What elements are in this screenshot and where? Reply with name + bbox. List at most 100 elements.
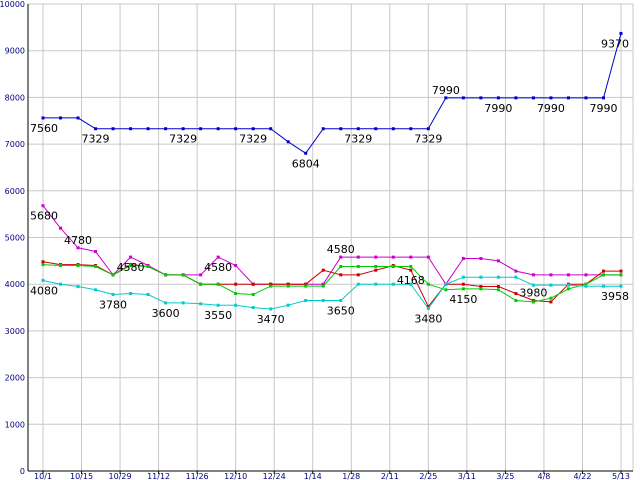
data-point — [286, 303, 290, 307]
chart-grid — [28, 3, 634, 471]
data-point — [549, 300, 553, 304]
data-point — [164, 301, 168, 305]
data-point — [94, 127, 98, 131]
series-line — [42, 264, 621, 303]
data-point — [321, 127, 325, 131]
data-point — [41, 263, 45, 267]
x-tick-label: 12/24 — [263, 472, 286, 480]
data-point — [479, 96, 483, 100]
x-tick-label: 1/14 — [304, 472, 322, 480]
data-point — [234, 303, 238, 307]
data-point — [461, 257, 465, 261]
data-point — [321, 268, 325, 272]
data-point — [286, 282, 290, 286]
x-tick-label: 10/29 — [109, 472, 132, 480]
data-label: 7990 — [537, 102, 565, 115]
x-axis-tick-labels: 10/1 10/15 10/29 11/12 11/26 12/10 12/24 1/14 1/… — [34, 472, 630, 480]
data-label: 6804 — [292, 157, 320, 170]
data-point — [391, 282, 395, 286]
data-point — [321, 282, 325, 286]
data-point — [584, 282, 588, 286]
data-point — [514, 96, 518, 100]
data-point — [584, 284, 588, 288]
data-point — [374, 268, 378, 272]
data-point — [619, 31, 623, 35]
data-point — [374, 127, 378, 131]
data-point — [76, 285, 80, 289]
x-tick-label: 11/26 — [186, 472, 209, 480]
data-point — [59, 282, 63, 286]
data-label: 7990 — [484, 102, 512, 115]
data-point — [444, 288, 448, 292]
data-point — [339, 273, 343, 277]
data-label: 3650 — [327, 305, 355, 318]
data-point — [199, 302, 203, 306]
data-point — [216, 282, 220, 286]
data-point — [129, 292, 133, 296]
data-point — [409, 255, 413, 259]
data-point — [426, 127, 430, 131]
data-point — [356, 255, 360, 259]
data-point — [181, 301, 185, 305]
data-point — [531, 300, 535, 304]
data-point — [146, 292, 150, 296]
data-point — [181, 273, 185, 277]
y-tick-label: 4000 — [5, 280, 25, 289]
data-point — [409, 264, 413, 268]
series-line — [42, 276, 621, 310]
data-point — [566, 283, 570, 287]
data-point — [531, 96, 535, 100]
data-point — [391, 255, 395, 259]
data-point — [356, 264, 360, 268]
series-line — [43, 33, 622, 154]
data-point — [549, 283, 553, 287]
data-point — [409, 268, 413, 272]
data-point — [356, 273, 360, 277]
data-point — [76, 246, 80, 250]
data-point — [216, 303, 220, 307]
data-label: 7560 — [30, 122, 58, 135]
data-point — [94, 264, 98, 268]
data-point — [59, 116, 63, 120]
data-label: 4580 — [117, 261, 145, 274]
data-point — [269, 284, 273, 288]
x-tick-label: 3/11 — [458, 472, 476, 480]
data-point — [111, 292, 115, 296]
data-point — [321, 299, 325, 303]
data-point — [41, 204, 45, 208]
data-point — [216, 127, 220, 131]
data-point — [111, 273, 115, 277]
data-point — [146, 127, 150, 131]
data-point — [321, 284, 325, 288]
data-point — [391, 127, 395, 131]
x-tick-label: 11/12 — [147, 472, 170, 480]
series-4 — [41, 263, 623, 304]
data-point — [514, 292, 518, 296]
data-labels: 7560 7329 7329 7329 6804 7329 7329 7990 7990 7990… — [30, 37, 629, 326]
y-tick-label: 9000 — [5, 47, 25, 56]
data-label: 9370 — [601, 37, 629, 50]
data-label: 7990 — [432, 84, 460, 97]
data-label: 7329 — [169, 133, 197, 146]
data-point — [199, 273, 203, 277]
data-point — [514, 269, 518, 273]
data-point — [286, 140, 290, 144]
y-tick-label: 5000 — [5, 234, 25, 243]
chart-axes — [27, 4, 633, 474]
data-point — [339, 264, 343, 268]
data-point — [619, 273, 623, 277]
data-point — [94, 288, 98, 292]
y-tick-label: 3000 — [5, 327, 25, 336]
data-point — [496, 288, 500, 292]
data-point — [41, 260, 45, 264]
data-point — [129, 127, 133, 131]
data-point — [461, 282, 465, 286]
data-point — [76, 116, 80, 120]
y-tick-label: 1000 — [5, 420, 25, 429]
x-tick-label: 4/22 — [573, 472, 591, 480]
data-point — [234, 282, 238, 286]
data-point — [461, 96, 465, 100]
x-tick-label: 2/25 — [419, 472, 437, 480]
data-point — [566, 273, 570, 277]
data-point — [566, 96, 570, 100]
